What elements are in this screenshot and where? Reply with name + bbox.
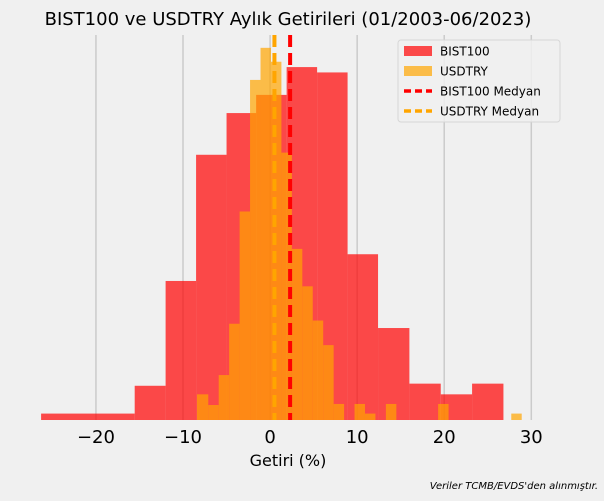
usdtry-bar bbox=[438, 403, 449, 420]
legend-swatch bbox=[404, 66, 432, 76]
usdtry-bar bbox=[196, 394, 209, 420]
x-axis-label: Getiri (%) bbox=[250, 451, 327, 470]
usdtry-bar bbox=[385, 403, 397, 420]
usdtry-bar bbox=[312, 320, 324, 420]
usdtry-bar bbox=[260, 47, 271, 420]
legend-label: USDTRY bbox=[440, 65, 489, 79]
usdtry-bar bbox=[511, 413, 522, 420]
usdtry-bar bbox=[323, 345, 334, 420]
bist100-bar bbox=[41, 413, 135, 420]
usdtry-bar bbox=[250, 79, 261, 421]
source-note: Veriler TCMB/EVDS'den alınmıştır. bbox=[430, 481, 598, 492]
usdtry-bar bbox=[364, 413, 376, 420]
usdtry-bar bbox=[218, 375, 230, 420]
x-tick-label: 20 bbox=[433, 427, 456, 448]
x-tick-label: 30 bbox=[520, 427, 543, 448]
x-tick-labels: −20 −10 0 10 20 30 bbox=[77, 427, 543, 448]
x-tick-label: −20 bbox=[77, 427, 115, 448]
usdtry-bar bbox=[239, 211, 251, 420]
x-tick-label: 0 bbox=[264, 427, 275, 448]
bist100-bar bbox=[347, 254, 379, 420]
chart-title: BIST100 ve USDTRY Aylık Getirileri (01/2… bbox=[45, 9, 532, 30]
usdtry-bar bbox=[333, 403, 345, 420]
x-tick-label: −10 bbox=[164, 427, 202, 448]
usdtry-bar bbox=[291, 248, 303, 420]
bist100-bar bbox=[472, 383, 504, 420]
x-tick-label: 10 bbox=[346, 427, 369, 448]
legend-label: BIST100 Medyan bbox=[440, 85, 541, 99]
legend-label: BIST100 bbox=[440, 45, 490, 59]
bist100-bar bbox=[165, 280, 197, 420]
usdtry-bar bbox=[354, 403, 365, 420]
usdtry-bar bbox=[229, 323, 240, 420]
median-lines bbox=[272, 35, 293, 420]
bist100-bar bbox=[409, 383, 441, 420]
legend-swatch bbox=[404, 46, 432, 56]
bist100-bar bbox=[134, 385, 166, 420]
usdtry-bar bbox=[281, 152, 292, 420]
legend: BIST100 USDTRY BIST100 Medyan USDTRY Medyan bbox=[397, 39, 561, 123]
legend-label: USDTRY Medyan bbox=[440, 105, 539, 119]
legend-box bbox=[397, 39, 561, 123]
usdtry-bar bbox=[302, 286, 313, 420]
usdtry-bar bbox=[208, 405, 219, 420]
